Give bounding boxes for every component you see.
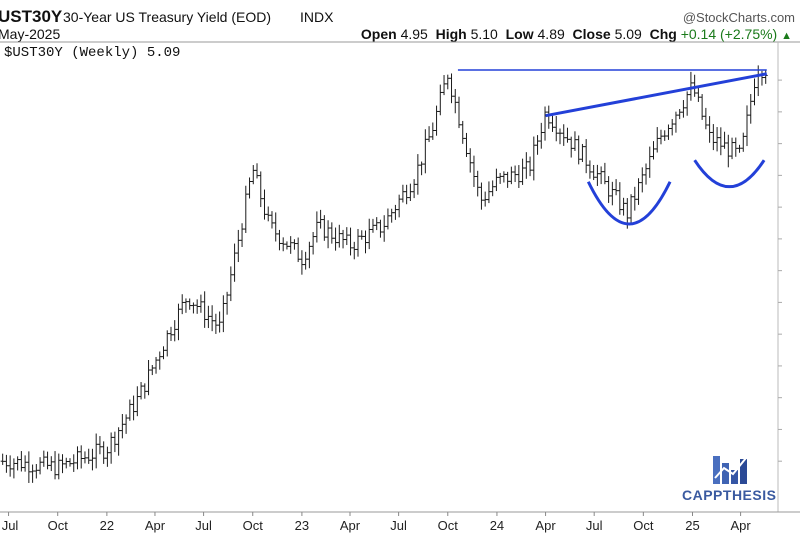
ohlc-readout: Open 4.95 High 5.10 Low 4.89 Close 5.09 … <box>361 26 792 42</box>
close-value: 5.09 <box>614 26 642 42</box>
rising-trendline <box>545 72 768 118</box>
x-tick-label: Oct <box>633 518 654 533</box>
high-value: 5.10 <box>470 26 498 42</box>
x-tick-label: Oct <box>437 518 458 533</box>
chg-value: +0.14 (+2.75%) <box>680 26 778 42</box>
x-tick-label: 25 <box>685 518 700 533</box>
x-tick-label: Apr <box>339 518 361 533</box>
symbol: UST30Y <box>0 7 63 26</box>
chg-label: Chg <box>649 26 677 42</box>
up-arrow-icon: ▲ <box>781 30 792 42</box>
open-label: Open <box>360 26 397 42</box>
x-tick-label: Jul <box>195 518 212 533</box>
x-tick-label: Jul <box>390 518 407 533</box>
x-tick-label: Oct <box>242 518 263 533</box>
x-tick-label: Jul <box>1 518 19 533</box>
logo-text: CAPPTHESIS <box>682 487 777 503</box>
capp-logo-icon <box>713 456 747 484</box>
price-bars <box>0 65 768 483</box>
open-value: 4.95 <box>400 26 428 42</box>
chart-title: 30-Year US Treasury Yield (EOD) <box>63 9 272 25</box>
chart-header-bottom: May-2025 Open 4.95 High 5.10 Low 4.89 Cl… <box>0 24 800 42</box>
x-tick-label: 24 <box>489 518 505 533</box>
left-cup-arc <box>586 181 672 226</box>
high-label: High <box>435 26 467 42</box>
x-tick-label: 23 <box>294 518 310 533</box>
exchange-label: INDX <box>300 9 334 25</box>
x-tick-label: Apr <box>730 518 751 533</box>
x-tick-label: Jul <box>585 518 603 533</box>
x-tick-label: 22 <box>99 518 115 533</box>
x-tick-label: Apr <box>535 518 556 533</box>
date-label: May-2025 <box>0 26 61 42</box>
chart-header-top: UST30Y 30-Year US Treasury Yield (EOD) I… <box>0 5 800 26</box>
chart-grid <box>0 41 800 516</box>
low-value: 4.89 <box>537 26 565 42</box>
close-label: Close <box>572 26 611 42</box>
low-label: Low <box>505 26 534 42</box>
legend-label: $UST30Y (Weekly) 5.09 <box>4 45 181 61</box>
x-tick-label: Apr <box>144 518 166 533</box>
x-tick-label: Oct <box>47 518 68 533</box>
right-cup-arc <box>693 159 766 188</box>
brand-link[interactable]: @StockCharts.com <box>682 10 795 25</box>
annotations <box>457 69 768 226</box>
